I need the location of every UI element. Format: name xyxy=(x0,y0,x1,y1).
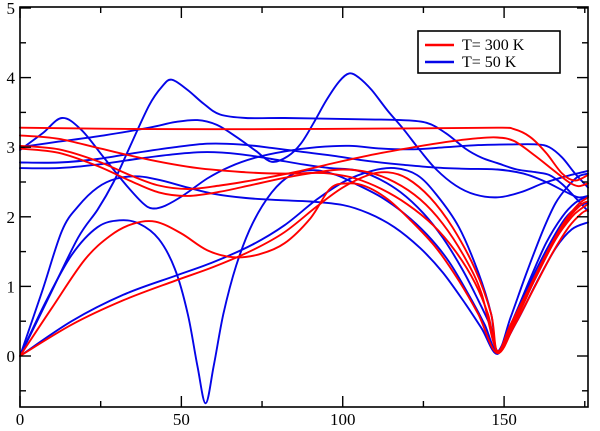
series-blue-hump-1 xyxy=(19,78,589,357)
series-red-acoustic-slow xyxy=(19,171,589,357)
series-red-optical-4 xyxy=(19,147,589,354)
curve-layer xyxy=(19,72,589,405)
y-tick-label-3: 3 xyxy=(7,138,16,157)
series-red-optical-3 xyxy=(19,136,589,190)
series-blue-optical-wander xyxy=(19,117,589,210)
legend-label-t50k: T= 50 K xyxy=(462,54,517,71)
y-tick-label-1: 1 xyxy=(7,277,16,296)
series-red-optical-2 xyxy=(19,134,589,353)
series-blue-acoustic-steep xyxy=(19,175,589,357)
y-tick-label-5: 5 xyxy=(7,0,16,18)
legend-label-t300k: T= 300 K xyxy=(462,37,525,54)
x-tick-label-150: 150 xyxy=(491,410,517,429)
y-tick-label-2: 2 xyxy=(7,208,16,227)
axis-frame xyxy=(19,6,589,408)
x-tick-label-100: 100 xyxy=(330,410,356,429)
y-tick-label-4: 4 xyxy=(7,69,16,88)
series-blue-soft-mode-deep-dip xyxy=(19,169,589,405)
y-tick-label-0: 0 xyxy=(7,347,16,366)
series-blue-optical-mid-b xyxy=(19,151,589,353)
x-tick-label-0: 0 xyxy=(16,410,25,429)
series-blue-hump-2 xyxy=(19,72,589,199)
tick-layer xyxy=(19,7,588,407)
series-red-optical-top-flat xyxy=(19,126,589,182)
plot-frame xyxy=(19,6,589,408)
tick-label-layer: 0 50 100 150 0 1 2 3 4 5 xyxy=(7,0,517,429)
x-tick-label-50: 50 xyxy=(173,410,190,429)
legend: T= 300 K T= 50 K xyxy=(417,30,561,74)
legend-box xyxy=(417,30,561,74)
series-red-acoustic-dip xyxy=(19,182,589,357)
